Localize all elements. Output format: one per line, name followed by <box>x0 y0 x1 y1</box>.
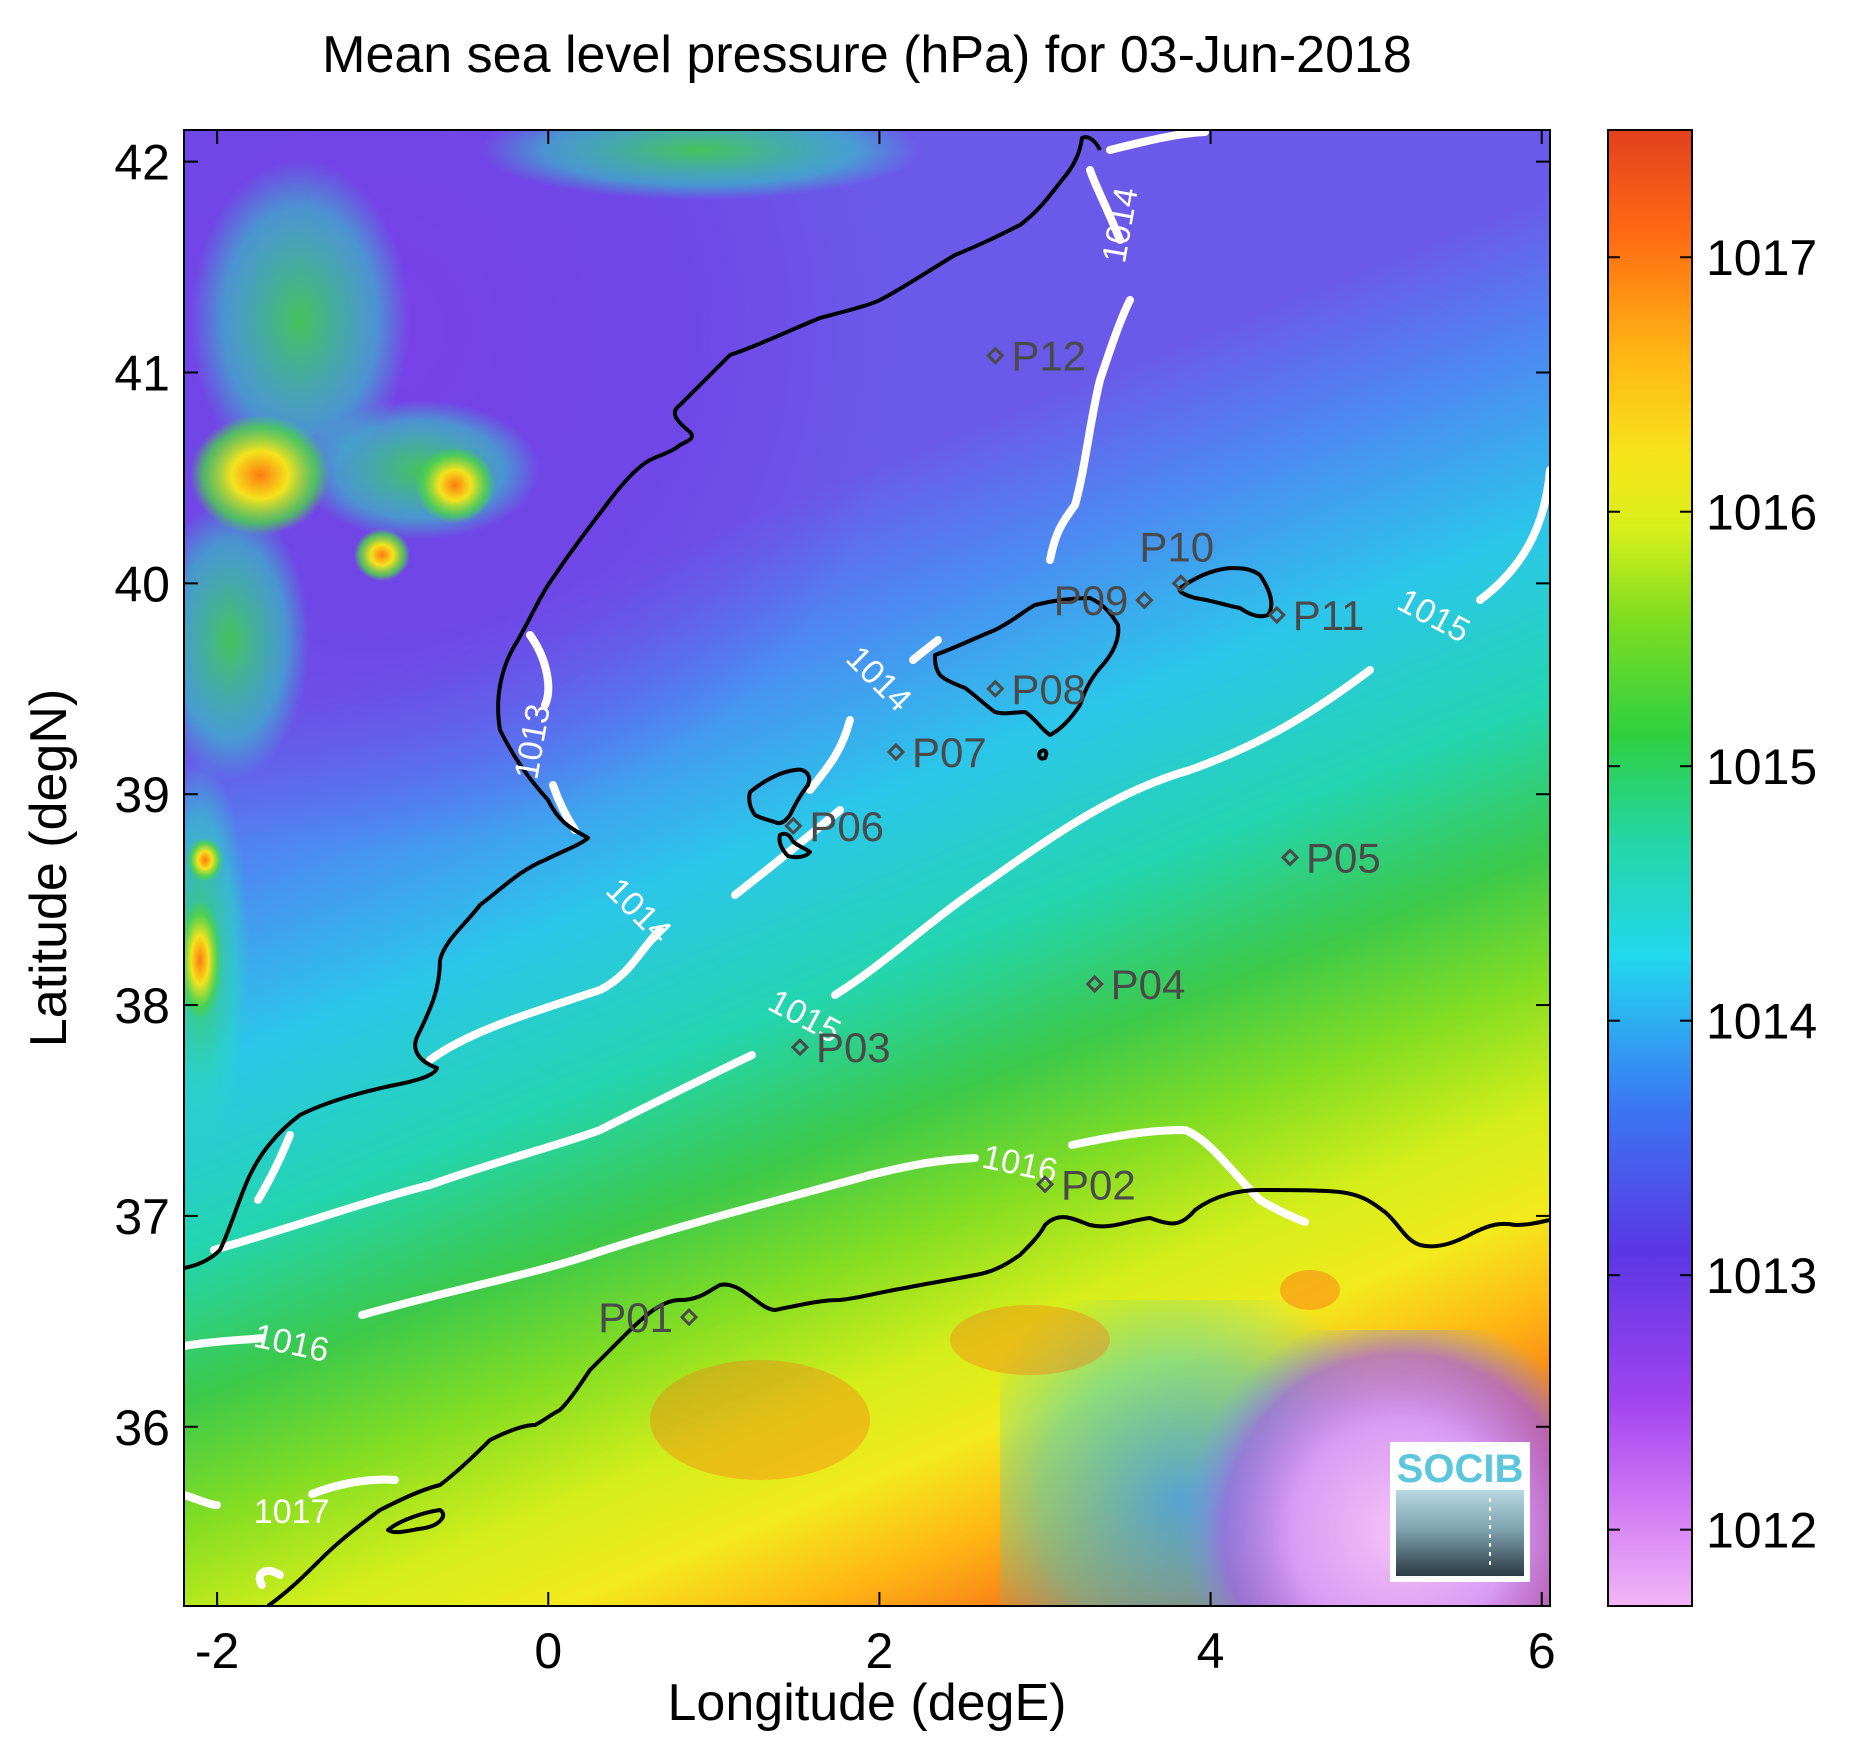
isobar-1013 <box>526 631 579 834</box>
x-tick-label: 6 <box>1528 1623 1556 1679</box>
x-tick-label: 0 <box>534 1623 562 1679</box>
colorbar-ramp <box>1607 129 1693 1607</box>
isobar-1016-west <box>184 1154 979 1350</box>
station-marker <box>1280 848 1300 867</box>
station-label: P04 <box>1111 961 1186 1008</box>
station-label: P11 <box>1293 592 1365 639</box>
station-label: P02 <box>1061 1161 1136 1208</box>
colorbar-tick-label: 1014 <box>1706 994 1817 1050</box>
station-marker <box>886 742 906 762</box>
station-label: P12 <box>1011 333 1086 380</box>
isobar-1015-east <box>1476 466 1550 604</box>
y-tick-label: 38 <box>114 978 170 1034</box>
isobar-1014-sw <box>254 1131 294 1204</box>
station-label: P08 <box>1011 666 1086 713</box>
station-marker <box>1085 974 1104 994</box>
coast-formentera <box>777 831 812 860</box>
isobar-1016-east <box>1068 1125 1309 1226</box>
y-tick-label: 41 <box>114 345 170 401</box>
isobar-1017-small <box>255 1566 284 1589</box>
colorbar-tick-label: 1016 <box>1706 485 1817 541</box>
x-axis-title: Longitude (degE) <box>668 1674 1067 1732</box>
station-marker <box>1035 1175 1055 1194</box>
station-marker <box>1171 574 1190 593</box>
isobar-1015-mid <box>831 666 1374 999</box>
x-tick-label: 4 <box>1197 1623 1225 1679</box>
logo-text: SOCIB <box>1397 1447 1524 1491</box>
isobar-1015-west <box>210 1051 756 1254</box>
y-tick-label: 36 <box>114 1400 170 1456</box>
station-label: P09 <box>1054 577 1129 624</box>
station-label: P03 <box>816 1024 891 1071</box>
x-tick-label: 2 <box>866 1623 894 1679</box>
y-tick-label: 37 <box>114 1189 170 1245</box>
isobars <box>184 130 1550 1589</box>
colorbar-tick-label: 1012 <box>1706 1503 1817 1559</box>
station-label: P06 <box>809 803 884 850</box>
station-label: P10 <box>1139 523 1214 570</box>
coast-cabrera <box>1037 748 1049 761</box>
y-tick-label: 39 <box>114 767 170 823</box>
y-tick-label: 42 <box>114 135 170 191</box>
coast-iberia <box>184 135 1102 1270</box>
map-frame <box>183 129 1551 1607</box>
station-label: P01 <box>598 1294 673 1341</box>
y-axis-title: Latitude (degN) <box>20 689 78 1047</box>
isobar-1014-mid <box>806 636 942 794</box>
socib-logo: SOCIB <box>1390 1442 1530 1582</box>
isobar-label: 1017 <box>254 1493 330 1531</box>
station-label: P07 <box>912 729 987 776</box>
pressure-field <box>184 130 1550 1606</box>
colorbar-tick-label: 1017 <box>1706 230 1817 286</box>
colorbar-tick-label: 1015 <box>1706 739 1817 795</box>
colorbar-ticks: 1012 1013 1014 1015 1016 1017 <box>1608 230 1817 1559</box>
x-tick-label: -2 <box>195 1623 239 1679</box>
coast-alboran-island <box>386 1508 446 1535</box>
coastlines <box>184 135 1550 1606</box>
coast-africa <box>266 1188 1550 1606</box>
isobar-1014-west <box>426 806 844 1064</box>
station-marker <box>986 346 1005 365</box>
station-marker <box>986 679 1005 698</box>
chart-title: Mean sea level pressure (hPa) for 03-Jun… <box>322 26 1412 84</box>
x-axis: -2 0 2 4 6 <box>195 130 1556 1679</box>
coast-ibiza <box>747 767 812 826</box>
station-marker <box>1135 591 1154 610</box>
station-marker <box>1267 605 1286 625</box>
coast-mallorca <box>933 596 1121 737</box>
colorbar-tick-label: 1013 <box>1706 1248 1817 1304</box>
station-label: P05 <box>1306 834 1381 881</box>
station-marker <box>679 1308 699 1327</box>
y-tick-label: 40 <box>114 556 170 612</box>
colorbar: 1012 1013 1014 1015 1016 1017 <box>1607 129 1817 1607</box>
isobar-1014-north <box>1046 130 1209 564</box>
station-marker <box>790 1038 810 1057</box>
station-marker <box>784 816 803 835</box>
isobar-1017 <box>184 1475 399 1509</box>
y-axis: 36 37 38 39 40 41 42 <box>114 135 1550 1456</box>
